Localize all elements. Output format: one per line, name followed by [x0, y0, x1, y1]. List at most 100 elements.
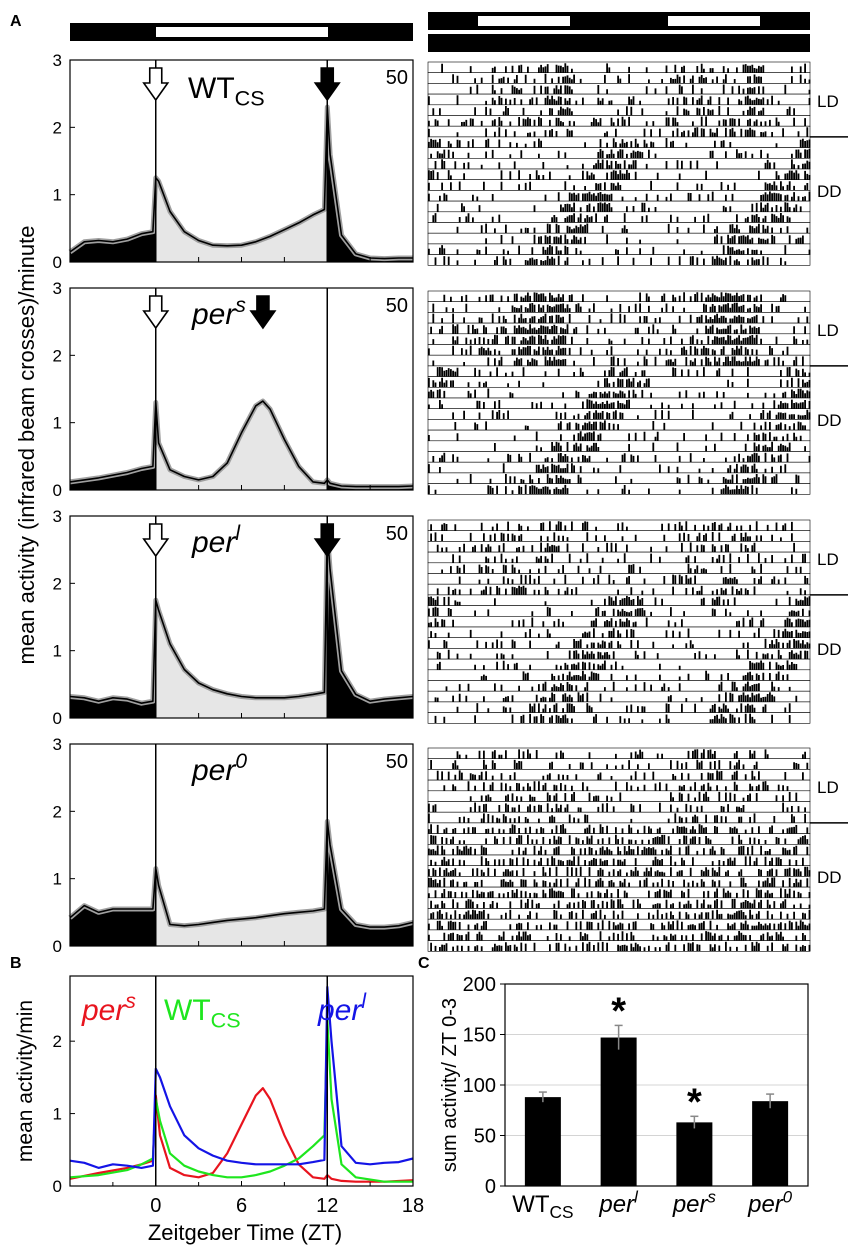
category-label: perl: [598, 1187, 639, 1218]
series-line-WTcs: [69, 1018, 413, 1183]
activity-area-light: [155, 401, 328, 490]
actogram-activity-bars: [485, 234, 804, 244]
actogram-activity-bars: [430, 148, 811, 159]
actogram-activity-bars: [428, 888, 811, 898]
actogram-activity-bars: [436, 649, 809, 660]
dd-label: DD: [817, 868, 842, 887]
lights-on-arrow: [142, 523, 170, 558]
actogram-activity-bars: [428, 813, 806, 823]
actogram-activity-bars: [430, 834, 809, 845]
y-tick-label: 1: [53, 186, 62, 205]
activity-plot-4: 0 1 2 3 50 per0: [53, 735, 414, 956]
actogram-activity-bars: [494, 441, 806, 452]
actogram-activity-bars: [456, 474, 800, 484]
actogram-activity-bars: [432, 334, 809, 345]
sample-size-label: 50: [386, 295, 408, 317]
bar: [600, 1037, 637, 1186]
actogram-activity-bars: [428, 824, 809, 834]
lights-on-arrow: [142, 295, 170, 330]
activity-area-dark-evening: [327, 821, 413, 946]
mean-activity-line: [69, 820, 414, 928]
mean-activity-line: [69, 400, 414, 488]
ld-label: LD: [817, 92, 839, 111]
actogram-activity-bars: [456, 749, 806, 759]
genotype-label: per0: [191, 750, 247, 787]
y-tick-label: 0: [53, 709, 62, 728]
ld-label: LD: [817, 550, 839, 569]
x-axis-label: Zeitgeber Time (ZT): [148, 1220, 342, 1245]
actogram-activity-bars: [428, 617, 811, 627]
actogram-activity-bars: [436, 660, 798, 670]
activity-plot-1: 0 1 2 3 50 WTCS: [53, 51, 414, 272]
actogram-activity-bars: [434, 159, 811, 169]
mean-activity-line: [69, 531, 414, 705]
activity-area-dark-morning: [70, 177, 156, 262]
actogram-activity-bars: [432, 213, 791, 223]
actogram-activity-bars: [469, 84, 811, 95]
x-tick-label: 12: [316, 1195, 338, 1217]
actogram-activity-bars: [430, 324, 806, 334]
light-dark-bar-a: [70, 23, 413, 41]
genotype-label: perl: [191, 522, 241, 559]
y-axis-label: mean activity/min: [14, 1000, 37, 1162]
y-tick-label: 0: [53, 937, 62, 956]
actogram-activity-bars: [430, 532, 793, 542]
ld-label: LD: [817, 321, 839, 340]
ld-label: LD: [817, 778, 839, 797]
actogram-day-row: [427, 408, 811, 420]
actogram-activity-bars: [430, 856, 804, 866]
y-tick-label: 200: [463, 974, 496, 996]
actogram-activity-bars: [436, 770, 804, 781]
mean-activity-line: [69, 106, 413, 260]
legend-wt-cs: WTCS: [164, 994, 241, 1033]
y-tick-label: 0: [53, 1177, 62, 1196]
actogram-activity-bars: [443, 292, 787, 302]
plot-frame: [504, 983, 809, 1187]
actogram-activity-bars: [428, 345, 789, 356]
activity-plot-2: 0 1 2 3 50 pers: [53, 279, 414, 500]
actogram-day-row: [427, 429, 811, 442]
actogram-day-row: [427, 876, 811, 888]
actogram-day-row: [427, 594, 811, 606]
bar: [676, 1122, 713, 1186]
actogram-activity-bars: [428, 245, 811, 255]
sample-size-label: 50: [386, 67, 408, 89]
actogram-4: LD DD: [427, 747, 848, 952]
y-tick-label: 100: [463, 1075, 496, 1097]
actogram-day-row: [427, 440, 811, 452]
actogram-activity-bars: [428, 877, 809, 888]
y-tick-label: 1: [53, 1105, 62, 1124]
y-tick-label: 50: [474, 1126, 496, 1148]
y-axis-label-a: mean activity (infrared beam crosses)/mi…: [14, 226, 39, 665]
actogram-activity-bars: [434, 713, 791, 724]
y-tick-label: 2: [53, 118, 62, 137]
category-label: per0: [747, 1187, 793, 1218]
actogram-activity-bars: [428, 191, 811, 202]
y-axis-label: sum activity/ ZT 0-3: [439, 998, 461, 1172]
bar: [752, 1101, 789, 1186]
actogram-day-row: [427, 530, 811, 542]
lights-on-arrow: [142, 67, 170, 102]
actogram-activity-bars: [441, 563, 802, 574]
dd-label: DD: [817, 182, 842, 201]
actogram-activity-bars: [428, 931, 806, 941]
y-tick-label: 2: [53, 1032, 62, 1051]
actogram-activity-bars: [436, 585, 806, 595]
actogram-activity-bars: [452, 553, 806, 563]
actogram-activity-bars: [428, 866, 811, 877]
y-tick-label: 3: [53, 507, 62, 526]
genotype-label: WTCS: [188, 72, 265, 111]
plot-frame: [69, 515, 414, 719]
category-label: pers: [672, 1187, 717, 1218]
actogram-2: LD DD: [427, 290, 848, 495]
evening-peak-arrow: [249, 295, 277, 330]
actogram-activity-bars: [430, 628, 811, 638]
actogram-activity-bars: [430, 521, 793, 531]
category-label: WTCS: [512, 1191, 573, 1222]
genotype-label: pers: [191, 294, 246, 331]
activity-area-light: [155, 532, 328, 718]
dd-label: DD: [817, 411, 842, 430]
y-tick-label: 0: [53, 253, 62, 272]
actogram-activity-bars: [428, 845, 809, 855]
